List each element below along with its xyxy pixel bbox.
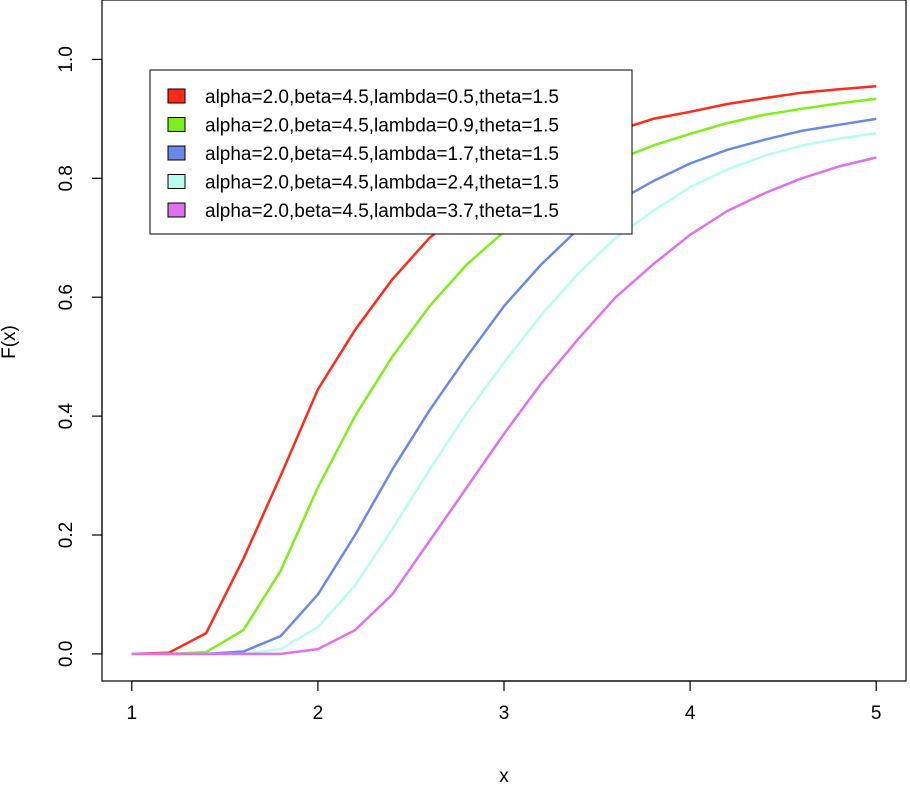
y-tick-label: 0.4	[56, 402, 77, 429]
y-tick-label: 0.8	[56, 165, 77, 191]
legend-box	[149, 69, 633, 235]
legend-label-4: alpha=2.0,beta=4.5,lambda=2.4,theta=1.5	[205, 173, 559, 194]
x-axis-title: x	[499, 766, 509, 786]
y-axis-title: F(x)	[0, 325, 20, 359]
x-tick-label: 3	[499, 703, 510, 724]
legend-label-1: alpha=2.0,beta=4.5,lambda=0.5,theta=1.5	[205, 87, 559, 108]
legend-swatch-5	[167, 202, 186, 218]
legend: alpha=2.0,beta=4.5,lambda=0.5,theta=1.5 a…	[149, 69, 633, 235]
x-tick-label: 4	[685, 703, 696, 724]
y-tick-label: 0.0	[56, 641, 77, 667]
y-tick-label: 0.2	[56, 522, 77, 548]
legend-swatch-1	[167, 88, 186, 104]
legend-swatch-2	[167, 117, 186, 132]
x-tick-label: 1	[126, 703, 137, 724]
series-line-3	[131, 117, 877, 656]
x-axis: 1 2 3 4 5	[126, 680, 882, 724]
y-axis: 0.0 0.2 0.4 0.6 0.8 1.0	[56, 46, 103, 667]
legend-label-2: alpha=2.0,beta=4.5,lambda=0.9,theta=1.5	[205, 116, 559, 137]
y-tick-label: 1.0	[56, 46, 77, 72]
legend-label-3: alpha=2.0,beta=4.5,lambda=1.7,theta=1.5	[205, 144, 559, 165]
legend-swatch-4	[167, 174, 186, 189]
legend-swatch-3	[167, 145, 186, 161]
series-line-4	[131, 131, 877, 656]
x-tick-label: 5	[871, 703, 882, 724]
series-line-5	[131, 156, 877, 656]
x-tick-label: 2	[313, 703, 324, 724]
legend-label-5: alpha=2.0,beta=4.5,lambda=3.7,theta=1.5	[205, 201, 559, 222]
y-tick-label: 0.6	[56, 284, 77, 310]
